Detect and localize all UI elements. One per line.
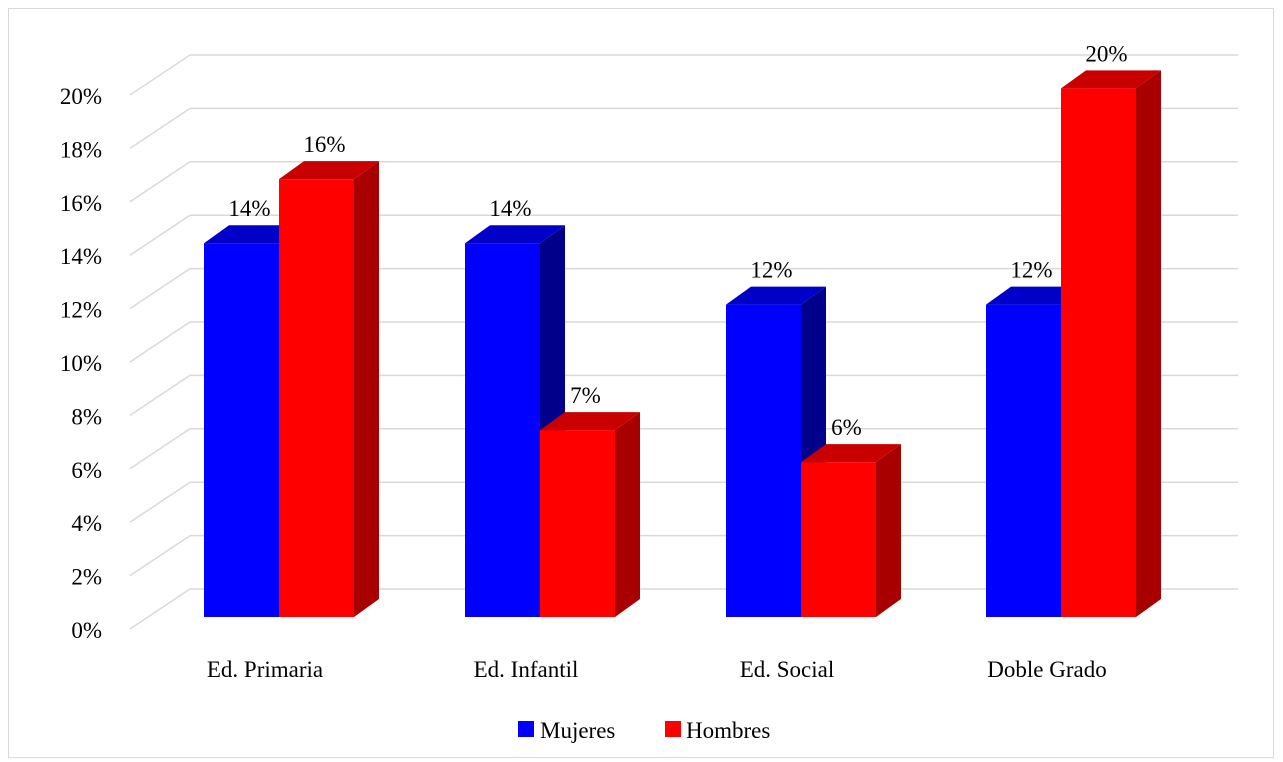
y-axis: 0% 2% 4% 6% 8% 10% 12% 14% 16% 18% 20% (60, 84, 102, 643)
bar-hombres-ed-infantil (540, 430, 615, 617)
y-tick-label: 20% (60, 84, 102, 109)
y-tick-label: 12% (60, 298, 102, 323)
x-tick-label-doble-grado: Doble Grado (987, 657, 1106, 682)
x-tick-label-ed-social: Ed. Social (740, 657, 835, 682)
bar-mujeres-doble-grado (986, 304, 1061, 617)
gridline-slant (129, 267, 191, 310)
bar-top-mujeres-ed-social (726, 286, 826, 305)
y-tick-label: 10% (60, 351, 102, 376)
bars (204, 70, 1161, 618)
data-label-hombres-ed-infantil: 7% (570, 383, 601, 408)
gridline-slant (129, 374, 191, 417)
data-label-hombres-doble-grado: 20% (1085, 41, 1127, 66)
data-label-mujeres-ed-infantil: 14% (489, 196, 531, 221)
x-tick-label-ed-infantil: Ed. Infantil (474, 657, 579, 682)
legend-label-hombres: Hombres (686, 718, 770, 743)
gridline-slant (129, 481, 191, 523)
data-labels: 14% 16% 14% 7% 12% 6% 12% 20% (228, 41, 1127, 440)
gridline-slant (129, 54, 191, 96)
data-label-mujeres-ed-primaria: 14% (228, 196, 270, 221)
x-tick-label-ed-primaria: Ed. Primaria (207, 657, 323, 682)
bar-top-hombres-ed-infantil (540, 412, 640, 431)
y-tick-label: 16% (60, 191, 102, 216)
bar-hombres-ed-primaria (279, 179, 354, 617)
data-label-mujeres-ed-social: 12% (750, 258, 792, 283)
bar-top-hombres-ed-social (801, 444, 901, 463)
gridline-slant (129, 588, 191, 630)
bar-side-hombres-doble-grado (1136, 70, 1161, 618)
gridline-slant (129, 107, 191, 150)
legend: Mujeres Hombres (518, 718, 770, 743)
y-tick-label: 2% (71, 565, 102, 590)
data-label-hombres-ed-primaria: 16% (303, 132, 345, 157)
gridline-slant (129, 321, 191, 363)
gridline-slant (129, 161, 191, 203)
bar-hombres-doble-grado (1061, 88, 1136, 618)
y-tick-label: 8% (71, 404, 102, 429)
bar-mujeres-ed-primaria (204, 243, 279, 617)
bar-top-hombres-ed-primaria (279, 161, 379, 180)
y-tick-label: 18% (60, 137, 102, 162)
legend-swatch-mujeres (518, 721, 534, 737)
bar-mujeres-ed-social (726, 304, 801, 617)
bar-top-mujeres-ed-infantil (465, 225, 565, 244)
bar-hombres-ed-social (801, 462, 876, 617)
legend-label-mujeres: Mujeres (540, 718, 615, 743)
gridline-slant (129, 214, 191, 256)
x-axis: Ed. Primaria Ed. Infantil Ed. Social Doble … (207, 657, 1107, 682)
bar-side-hombres-ed-primaria (354, 161, 379, 617)
data-label-hombres-ed-social: 6% (831, 415, 862, 440)
bar-side-hombres-ed-social (876, 444, 901, 617)
data-label-mujeres-doble-grado: 12% (1010, 258, 1052, 283)
bar-side-hombres-ed-infantil (615, 412, 640, 617)
bar-top-hombres-doble-grado (1061, 70, 1161, 89)
y-tick-label: 0% (71, 618, 102, 643)
y-tick-label: 4% (71, 511, 102, 536)
bar-mujeres-ed-infantil (465, 243, 540, 617)
y-tick-label: 6% (71, 458, 102, 483)
gridline-slant (129, 534, 191, 577)
legend-swatch-hombres (665, 721, 681, 737)
y-tick-label: 14% (60, 244, 102, 269)
gridline-slant (129, 428, 191, 470)
